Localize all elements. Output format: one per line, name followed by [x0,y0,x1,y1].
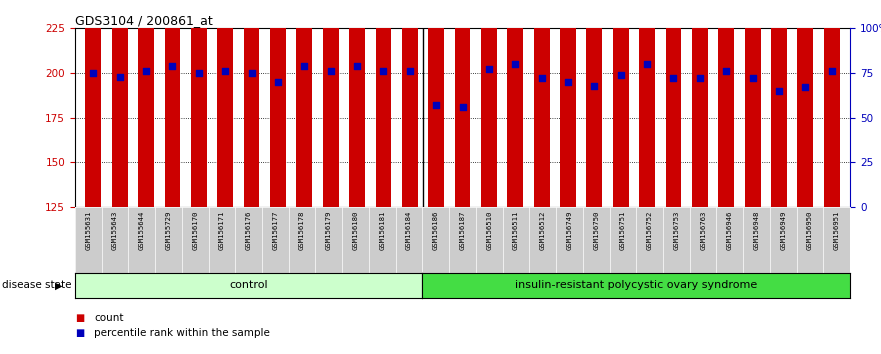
Bar [665,0,681,207]
Text: GSM155643: GSM155643 [112,210,118,250]
Bar [138,0,154,207]
Bar [534,0,550,207]
Bar [191,0,207,207]
Bar [507,0,523,207]
Bar [218,0,233,207]
Point [270,79,285,85]
Bar [640,0,655,207]
Point [825,68,839,74]
Text: GSM156171: GSM156171 [218,210,225,250]
Text: GSM156176: GSM156176 [246,210,252,250]
Bar [797,0,813,207]
Bar [270,0,285,207]
Point [113,74,127,79]
Text: GSM156763: GSM156763 [700,210,707,250]
Point [588,83,602,88]
Point [376,68,390,74]
Text: GSM156753: GSM156753 [673,210,679,250]
Bar [613,0,629,207]
Text: control: control [229,280,268,290]
Text: GSM156170: GSM156170 [192,210,198,250]
Text: GSM156187: GSM156187 [460,210,465,250]
Point [245,70,259,76]
Bar [322,0,338,207]
Bar [771,0,787,207]
Point [508,61,522,67]
Text: GSM155631: GSM155631 [85,210,92,250]
Bar [402,0,418,207]
Text: GSM156749: GSM156749 [566,210,573,250]
Point [297,63,311,69]
Text: GSM156510: GSM156510 [486,210,492,250]
Point [745,75,759,81]
Point [719,68,733,74]
Point [403,68,417,74]
Text: GSM156751: GSM156751 [620,210,626,250]
Point [86,70,100,76]
Text: GSM156186: GSM156186 [433,210,439,250]
Bar [824,0,840,207]
Point [640,61,655,67]
Text: count: count [94,313,123,322]
Bar [587,0,603,207]
Text: GSM156950: GSM156950 [807,210,813,250]
Bar [428,0,444,207]
Bar [112,0,128,207]
Point [455,104,470,110]
Text: ■: ■ [75,313,84,322]
Point [323,68,337,74]
Bar [692,0,707,207]
Point [666,75,680,81]
Point [139,68,153,74]
Point [535,75,549,81]
Text: GSM156949: GSM156949 [781,210,787,250]
Point [166,63,180,69]
Bar [481,0,497,207]
Text: GSM156511: GSM156511 [513,210,519,250]
Text: GSM156181: GSM156181 [380,210,385,250]
Text: GSM156946: GSM156946 [727,210,733,250]
Point [192,70,206,76]
Point [772,88,786,94]
Text: GSM156951: GSM156951 [833,210,840,250]
Text: ■: ■ [75,329,84,338]
Bar [455,0,470,207]
Bar [349,0,365,207]
Point [561,79,575,85]
Text: GSM156179: GSM156179 [326,210,332,250]
Text: GDS3104 / 200861_at: GDS3104 / 200861_at [75,14,212,27]
Bar [85,0,101,207]
Point [614,72,628,78]
Bar [560,0,576,207]
Text: disease state: disease state [2,280,71,290]
Bar [296,0,312,207]
Bar [718,0,734,207]
Text: GSM156750: GSM156750 [593,210,599,250]
Text: GSM156180: GSM156180 [352,210,359,250]
Bar [744,0,760,207]
Bar [165,0,181,207]
Point [798,85,812,90]
Text: ▶: ▶ [55,280,63,290]
Point [482,67,496,72]
Text: GSM156178: GSM156178 [300,210,305,250]
Point [692,75,707,81]
Point [350,63,364,69]
Text: GSM156184: GSM156184 [406,210,412,250]
Text: GSM155729: GSM155729 [166,210,172,250]
Text: GSM156512: GSM156512 [540,210,545,250]
Text: percentile rank within the sample: percentile rank within the sample [94,329,270,338]
Bar [244,0,260,207]
Point [218,68,233,74]
Text: GSM156948: GSM156948 [753,210,759,250]
Text: GSM155644: GSM155644 [138,210,144,250]
Text: insulin-resistant polycystic ovary syndrome: insulin-resistant polycystic ovary syndr… [515,280,758,290]
Point [429,102,443,108]
Text: GSM156177: GSM156177 [272,210,278,250]
Text: GSM156752: GSM156752 [647,210,653,250]
Bar [375,0,391,207]
